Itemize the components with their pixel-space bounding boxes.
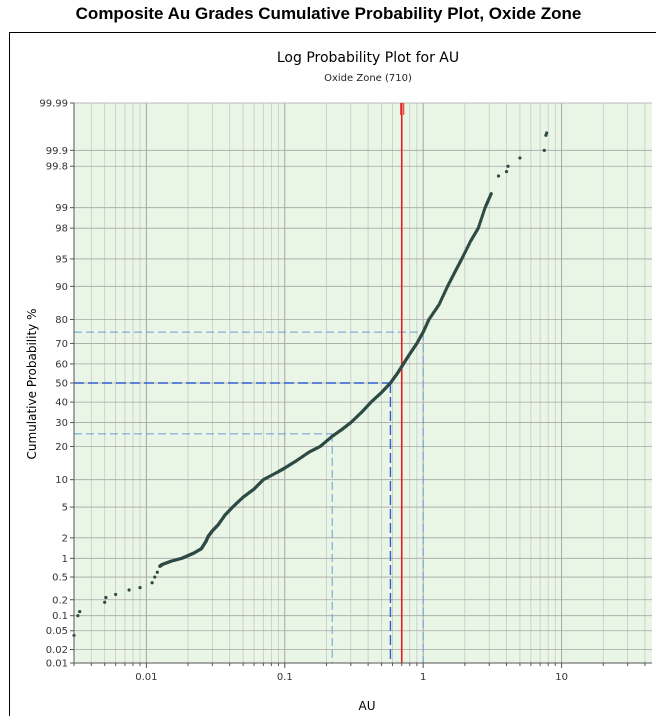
y-tick-label: 50	[55, 379, 68, 390]
y-tick-label: 0.02	[46, 645, 68, 656]
y-tick-label: 30	[55, 418, 68, 429]
data-point	[506, 164, 510, 168]
y-tick-label: 0.05	[46, 626, 68, 637]
y-tick-label: 99	[55, 203, 68, 214]
data-point	[150, 581, 154, 585]
page-title: Composite Au Grades Cumulative Probabili…	[75, 4, 582, 23]
data-point	[104, 595, 108, 600]
x-axis-label: AU	[359, 699, 376, 713]
y-tick-label: 0.5	[52, 573, 68, 584]
data-point	[518, 156, 522, 160]
chart-frame	[9, 32, 656, 716]
y-tick-label: 99.9	[46, 146, 68, 157]
chart-subtitle: Oxide Zone (710)	[324, 73, 412, 84]
y-tick-label: 98	[55, 224, 68, 235]
y-tick-label: 60	[55, 359, 68, 370]
data-point	[496, 174, 501, 178]
y-tick-label: 40	[55, 398, 68, 409]
data-point	[153, 575, 157, 579]
data-point	[103, 600, 107, 604]
y-tick-label: 0.2	[52, 595, 68, 606]
y-tick-label: 10	[55, 475, 68, 486]
y-tick-label: 5	[62, 503, 68, 514]
data-point	[542, 148, 546, 152]
y-tick-label: 20	[55, 442, 68, 453]
major-grid	[74, 102, 652, 664]
data-point	[504, 169, 509, 174]
data-point	[76, 614, 80, 618]
y-tick-label: 99.8	[46, 162, 68, 173]
x-tick-label: 0.01	[135, 672, 157, 683]
y-tick-label: 80	[55, 315, 68, 326]
y-tick-label: 1	[62, 554, 68, 565]
data-point	[78, 609, 82, 614]
data-point	[114, 592, 118, 597]
data-point	[127, 588, 131, 592]
x-tick-label: 1	[420, 672, 426, 683]
x-tick-label: 10	[555, 672, 568, 683]
data-point	[545, 131, 549, 135]
y-tick-labels: 0.01 0.02 0.05 0.1 0.2 0.5 1 2 5 10 20 30 40 50 60 70 80…	[39, 99, 74, 670]
data-point	[155, 570, 159, 574]
y-tick-label: 95	[55, 254, 68, 265]
y-tick-label: 99.99	[39, 99, 68, 110]
y-tick-label: 90	[55, 282, 68, 293]
reference-line	[400, 103, 405, 663]
data-points	[72, 131, 549, 638]
x-tick-labels: 0.01 0.1 1 10	[73, 663, 646, 683]
y-tick-label: 2	[62, 533, 68, 544]
data-point	[138, 586, 142, 590]
y-tick-label: 0.01	[46, 659, 68, 670]
y-axis-label: Cumulative Probability %	[25, 309, 39, 460]
data-point	[489, 192, 493, 196]
x-tick-label: 0.1	[277, 672, 293, 683]
chart-title: Log Probability Plot for AU	[277, 50, 459, 66]
y-tick-label: 70	[55, 339, 68, 350]
percentile-guides	[74, 331, 424, 663]
y-tick-label: 0.1	[52, 611, 68, 622]
